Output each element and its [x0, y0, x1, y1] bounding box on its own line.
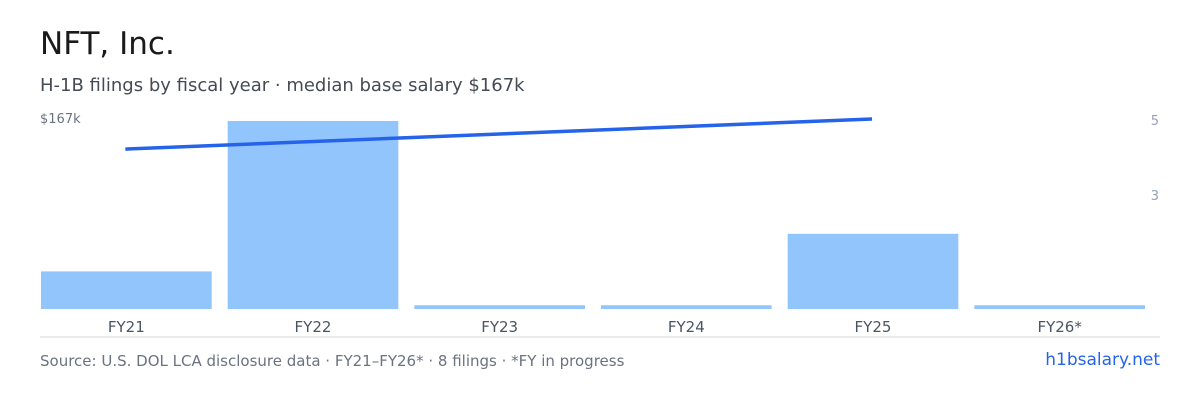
bar-fy21	[41, 271, 212, 309]
x-tick-label: FY21	[108, 318, 145, 336]
chart-subtitle: H-1B filings by fiscal year · median bas…	[40, 75, 525, 96]
x-tick-label: FY26*	[1037, 318, 1082, 336]
x-tick-label: FY22	[295, 318, 332, 336]
left-axis-label: $167k	[40, 112, 81, 127]
brand-link[interactable]: h1bsalary.net	[1045, 350, 1160, 370]
bar-fy25	[787, 233, 959, 309]
x-tick-label: FY25	[855, 318, 892, 336]
right-axis-tick: 5	[1151, 114, 1159, 129]
source-note: Source: U.S. DOL LCA disclosure data · F…	[40, 352, 625, 370]
bar-fy26	[974, 305, 1145, 309]
x-tick-label: FY23	[481, 318, 518, 336]
right-axis-tick: 3	[1151, 189, 1159, 204]
salary-line	[125, 117, 873, 151]
chart-title: NFT, Inc.	[40, 26, 175, 62]
bar-fy23	[414, 305, 585, 309]
x-tick-label: FY24	[668, 318, 705, 336]
bar-fy22	[227, 121, 399, 309]
bar-fy24	[601, 305, 772, 309]
